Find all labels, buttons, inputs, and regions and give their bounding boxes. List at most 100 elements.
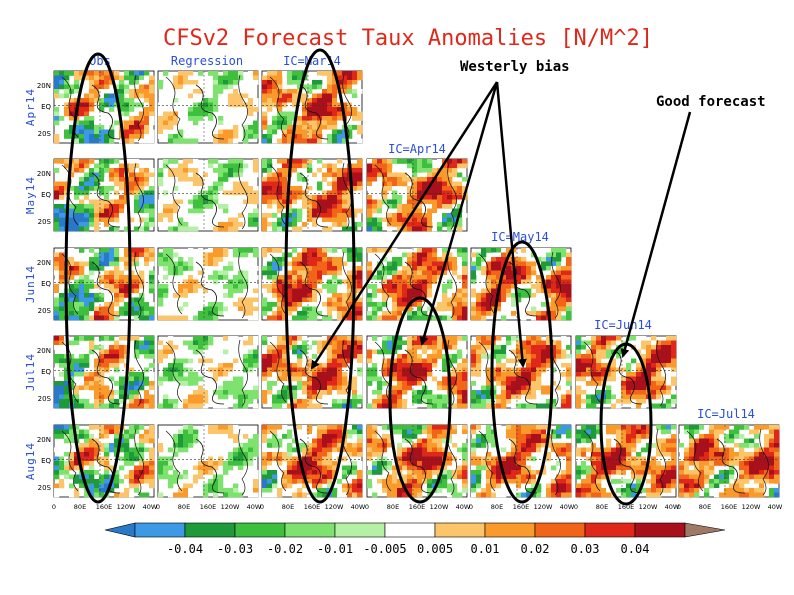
colorbar-swatch bbox=[384, 522, 436, 538]
colorbar-swatch bbox=[634, 522, 686, 538]
lon-tick-label: 40W bbox=[143, 503, 158, 511]
lat-tick-label: 20N bbox=[37, 259, 51, 267]
map-panel-r2-c2 bbox=[261, 247, 363, 321]
colorbar-tick-label: -0.005 bbox=[363, 542, 406, 556]
lat-tick-label: EQ bbox=[41, 457, 51, 465]
lon-tick-label: 80E bbox=[596, 503, 608, 511]
lat-tick-label: EQ bbox=[41, 368, 51, 376]
lon-tick-label: 120W bbox=[325, 503, 344, 511]
lon-tick-label: 120W bbox=[742, 503, 761, 511]
map-panel-r3-c5 bbox=[575, 335, 677, 409]
map-panel-r4-c2 bbox=[261, 424, 363, 498]
lon-tick-label: 80E bbox=[282, 503, 294, 511]
map-panel-r4-c6 bbox=[678, 424, 780, 498]
arrow-westerly-to-mar14 bbox=[310, 81, 499, 370]
lat-tick-label: 20S bbox=[38, 484, 52, 492]
colorbar-swatch bbox=[334, 522, 386, 538]
colorbar-swatch bbox=[234, 522, 286, 538]
column-header: IC=Mar14 bbox=[283, 54, 341, 68]
colorbar-swatch bbox=[284, 522, 336, 538]
lon-tick-label: 160E bbox=[721, 503, 738, 511]
lon-tick-label: 0 bbox=[260, 503, 264, 511]
map-panel-r3-c4 bbox=[470, 335, 572, 409]
highlight-ellipse-mar14 bbox=[284, 48, 356, 504]
lat-tick-label: 20S bbox=[38, 307, 52, 315]
row-label-may14: May14 bbox=[24, 176, 37, 214]
map-panel-r0-c0 bbox=[53, 70, 155, 144]
map-panel-r1-c1 bbox=[157, 158, 259, 232]
annotation-overlay: Westerly bias Good forecast bbox=[64, 48, 766, 506]
map-panel-r2-c3 bbox=[366, 247, 468, 321]
lon-tick-label: 80E bbox=[387, 503, 399, 511]
lon-tick-label: 120W bbox=[117, 503, 136, 511]
colorbar-tick-label: -0.01 bbox=[317, 542, 353, 556]
colorbar-swatch bbox=[434, 522, 486, 538]
highlight-ellipse-apr14 bbox=[388, 296, 452, 504]
lon-tick-label: 0 bbox=[469, 503, 473, 511]
column-header: Regression bbox=[171, 54, 243, 68]
lat-tick-label: 20N bbox=[37, 82, 51, 90]
colorbar-extend-high bbox=[684, 522, 726, 538]
highlight-ellipse-may14 bbox=[490, 240, 554, 504]
arrow-good-to-jun14 bbox=[620, 111, 692, 358]
map-panel-r1-c3 bbox=[366, 158, 468, 232]
lat-tick-label: 20S bbox=[38, 218, 52, 226]
map-panel-r2-c4 bbox=[470, 247, 572, 321]
lon-tick-label: 120W bbox=[221, 503, 240, 511]
row-label-apr14: Apr14 bbox=[24, 88, 37, 126]
colorbar-swatch bbox=[184, 522, 236, 538]
colorbar-tick-label: 0.02 bbox=[521, 542, 550, 556]
map-panel-r4-c0 bbox=[53, 424, 155, 498]
lat-tick-label: 20N bbox=[37, 436, 51, 444]
chart-title: CFSv2 Forecast Taux Anomalies [N/M^2] bbox=[163, 26, 653, 51]
map-panel-r4-c4 bbox=[470, 424, 572, 498]
lon-tick-label: 0 bbox=[677, 503, 681, 511]
colorbar-swatch bbox=[584, 522, 636, 538]
lon-tick-label: 80E bbox=[491, 503, 503, 511]
axis-labels: 20NEQ20SApr1420NEQ20SMay1420NEQ20SJun142… bbox=[24, 54, 783, 511]
colorbar: -0.04 -0.03 -0.02 -0.01 -0.005 0.005 0.01 0.02 0… bbox=[104, 522, 726, 556]
lon-tick-label: 120W bbox=[430, 503, 449, 511]
lon-tick-label: 160E bbox=[200, 503, 217, 511]
map-panel-r2-c0 bbox=[53, 247, 155, 321]
lon-tick-label: 40W bbox=[665, 503, 680, 511]
colorbar-tick-label: -0.02 bbox=[267, 542, 303, 556]
lon-tick-label: 160E bbox=[513, 503, 530, 511]
row-label-jul14: Jul14 bbox=[24, 353, 37, 391]
lon-tick-label: 0 bbox=[365, 503, 369, 511]
lat-tick-label: 20S bbox=[38, 395, 52, 403]
lon-tick-label: 0 bbox=[52, 503, 56, 511]
lon-tick-label: 160E bbox=[96, 503, 113, 511]
map-panel-r3-c1 bbox=[157, 335, 259, 409]
arrow-westerly-to-may14 bbox=[495, 81, 527, 368]
map-panel-r1-c2 bbox=[261, 158, 363, 232]
colorbar-swatch bbox=[134, 522, 186, 538]
map-panel-r4-c3 bbox=[366, 424, 468, 498]
lon-tick-label: 160E bbox=[409, 503, 426, 511]
lon-tick-label: 40W bbox=[560, 503, 575, 511]
lon-tick-label: 40W bbox=[768, 503, 783, 511]
lon-tick-label: 40W bbox=[247, 503, 262, 511]
map-panel-r2-c1 bbox=[157, 247, 259, 321]
lon-tick-label: 0 bbox=[574, 503, 578, 511]
colorbar-tick-label: 0.04 bbox=[621, 542, 650, 556]
colorbar-swatch bbox=[484, 522, 536, 538]
map-panel-r0-c1 bbox=[157, 70, 259, 144]
lat-tick-label: 20S bbox=[38, 130, 52, 138]
colorbar-extend-low bbox=[104, 522, 136, 538]
lon-tick-label: 40W bbox=[351, 503, 366, 511]
colorbar-swatch bbox=[534, 522, 586, 538]
lat-tick-label: 20N bbox=[37, 170, 51, 178]
arrow-westerly-to-apr14 bbox=[419, 81, 499, 346]
colorbar-tick-label: -0.04 bbox=[167, 542, 203, 556]
row-label-aug14: Aug14 bbox=[24, 442, 37, 480]
colorbar-tick-label: 0.005 bbox=[417, 542, 453, 556]
highlight-ellipse-obs bbox=[64, 52, 132, 504]
colorbar-tick-label: 0.03 bbox=[571, 542, 600, 556]
lat-tick-label: 20N bbox=[37, 347, 51, 355]
ic-header: IC=Apr14 bbox=[388, 142, 446, 156]
panel-grid bbox=[53, 70, 780, 498]
ic-header: IC=May14 bbox=[491, 230, 549, 244]
lon-tick-label: 80E bbox=[74, 503, 86, 511]
